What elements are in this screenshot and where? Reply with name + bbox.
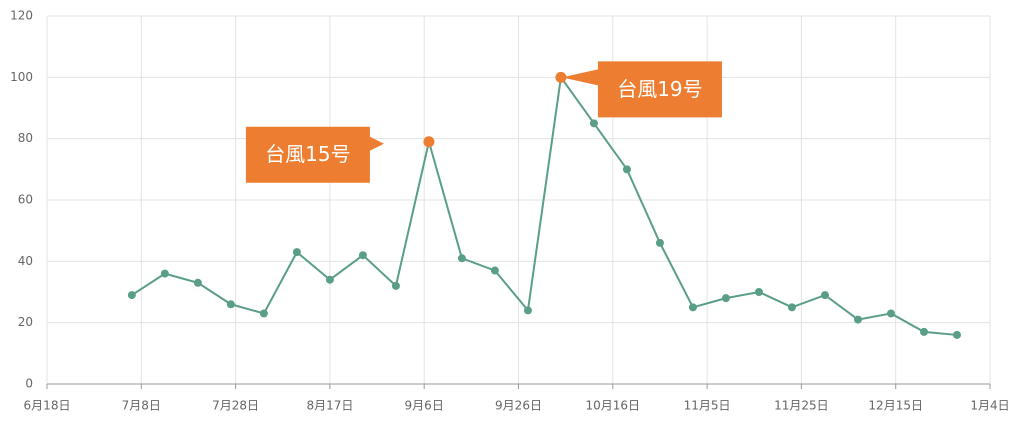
point [622, 165, 631, 174]
annotation: 台風19号 [561, 61, 722, 118]
y-tick-label: 120 [10, 9, 33, 23]
x-tick-label: 6月18日 [24, 399, 71, 413]
point [787, 303, 796, 312]
x-tick-label: 7月8日 [122, 399, 161, 413]
point [721, 294, 730, 303]
annotation: 台風15号 [245, 126, 384, 183]
point [754, 288, 763, 296]
x-tick-label: 11月5日 [684, 399, 731, 413]
point [589, 119, 598, 128]
x-tick-label: 1月4日 [970, 399, 1009, 413]
point [259, 309, 268, 318]
point [226, 300, 235, 309]
x-tick-label: 9月6日 [405, 399, 444, 413]
point [292, 248, 301, 257]
point [457, 254, 466, 263]
point [523, 306, 532, 315]
line [131, 74, 958, 336]
point [820, 291, 829, 300]
x-tick-label: 11月25日 [774, 399, 829, 413]
point [555, 71, 567, 83]
point [358, 251, 367, 260]
point [853, 315, 862, 324]
point [919, 327, 928, 336]
annotation-label: 台風19号 [617, 77, 702, 101]
y-tick-label: 100 [10, 70, 33, 84]
point [193, 278, 202, 287]
annotation-box [561, 61, 722, 118]
x-tick-label: 12月15日 [868, 399, 923, 413]
point [325, 275, 334, 284]
x-tick-label: 8月17日 [306, 399, 353, 413]
point [127, 291, 136, 300]
point [886, 309, 895, 318]
y-tick-label: 60 [18, 193, 33, 207]
point [952, 330, 961, 339]
y-tick-label: 0 [25, 377, 33, 391]
annotation-label: 台風15号 [265, 142, 350, 166]
point [655, 238, 664, 247]
point [391, 281, 400, 290]
y-tick-label: 80 [18, 131, 33, 145]
point [688, 303, 697, 312]
x-tick-label: 7月28日 [212, 399, 259, 413]
x-tick-label: 10月16日 [586, 399, 641, 413]
y-tick-label: 20 [18, 315, 33, 329]
x-tick-label: 9月26日 [495, 399, 542, 413]
annotation-box [245, 126, 384, 183]
y-tick-label: 40 [18, 254, 33, 268]
point [423, 136, 435, 148]
point [490, 266, 499, 275]
point [160, 269, 169, 278]
